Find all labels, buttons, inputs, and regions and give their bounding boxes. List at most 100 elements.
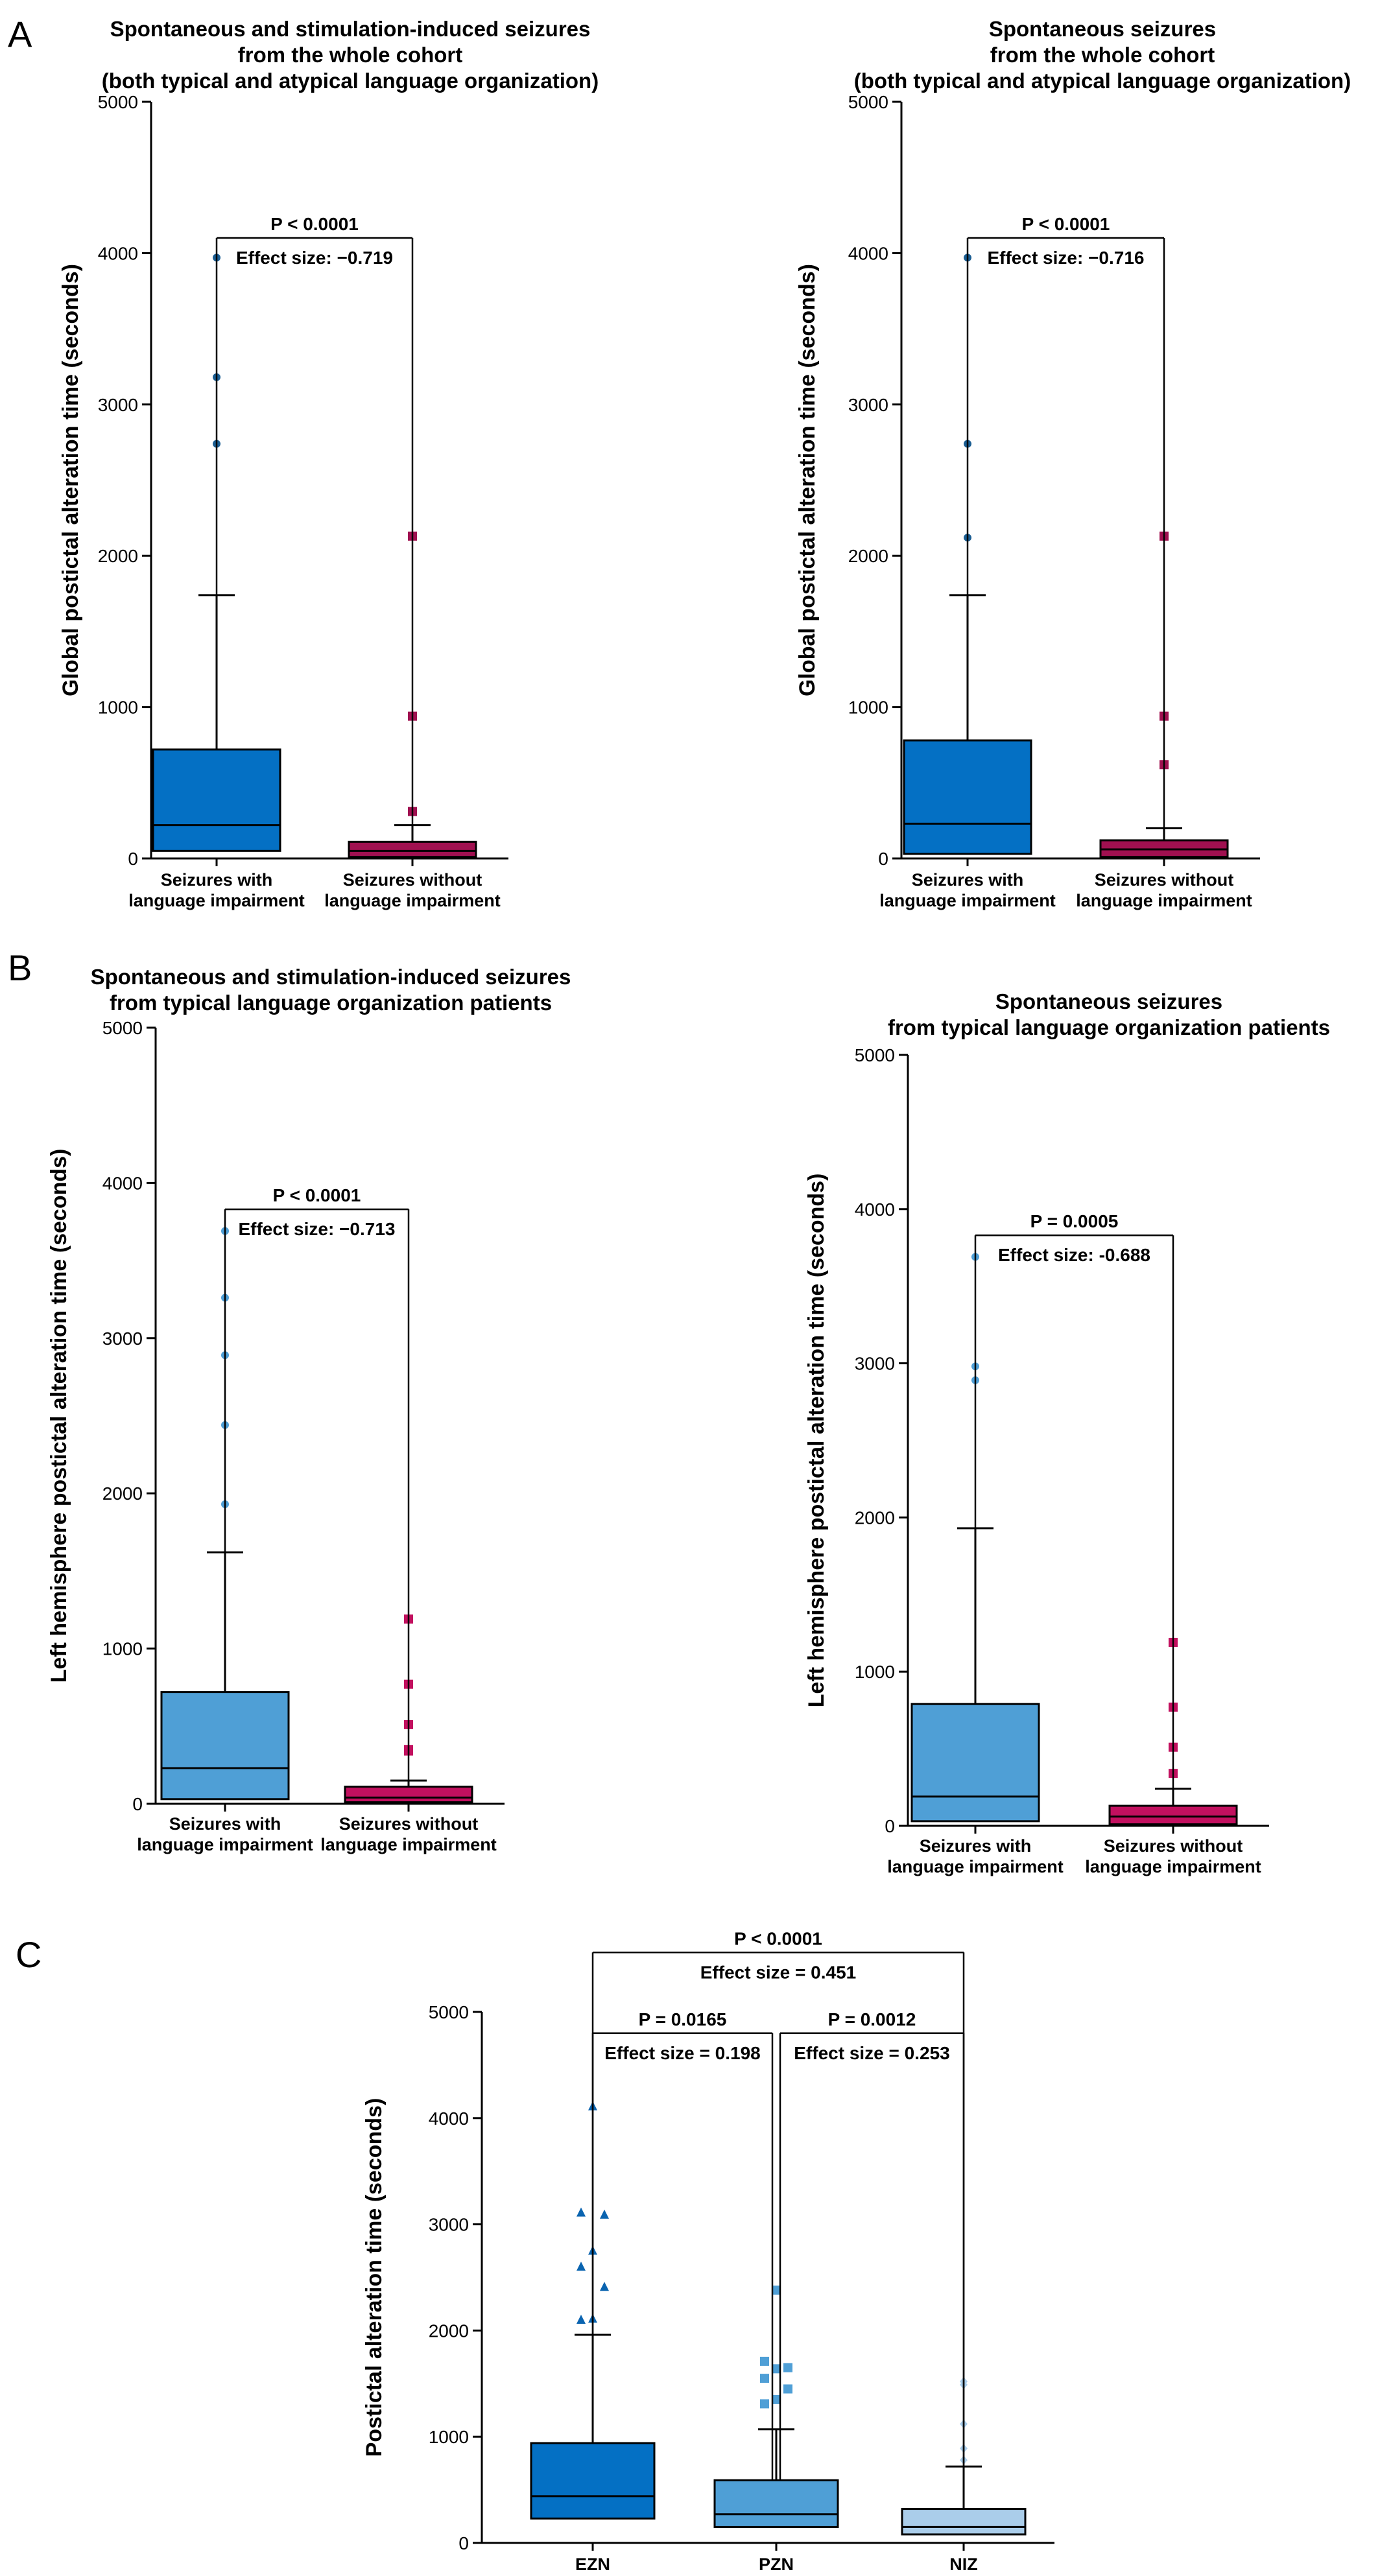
category-label: Seizures with bbox=[920, 1836, 1032, 1856]
y-tick-label: 4000 bbox=[855, 1199, 895, 1220]
y-tick-label: 5000 bbox=[855, 1045, 895, 1065]
outlier-point bbox=[772, 2394, 781, 2404]
panel-letter-a: A bbox=[8, 14, 32, 54]
y-tick-label: 1000 bbox=[848, 698, 888, 718]
y-tick-label: 0 bbox=[132, 1794, 143, 1814]
y-tick-label: 4000 bbox=[848, 243, 888, 263]
y-tick-label: 5000 bbox=[102, 1018, 143, 1038]
significance-bracket: P = 0.0005 Effect size: -0.688 bbox=[974, 1211, 1174, 1806]
category-label: language impairment bbox=[324, 891, 501, 910]
chart-title-line: (both typical and atypical language orga… bbox=[102, 69, 599, 93]
p-value-label: P < 0.0001 bbox=[734, 1928, 822, 1948]
panel-letter-b: B bbox=[8, 947, 32, 988]
chart-title-line: from the whole cohort bbox=[238, 43, 463, 67]
effect-size-label: Effect size: −0.719 bbox=[236, 248, 393, 268]
category-label: language impairment bbox=[887, 1857, 1064, 1876]
outlier-point bbox=[783, 2384, 792, 2394]
y-tick-label: 2000 bbox=[102, 1483, 143, 1504]
effect-size-label: Effect size = 0.198 bbox=[604, 2043, 760, 2063]
y-tick-label: 1000 bbox=[429, 2427, 469, 2447]
y-tick-label: 0 bbox=[878, 849, 888, 869]
p-value-label: P < 0.0001 bbox=[270, 214, 359, 234]
effect-size-label: Effect size = 0.253 bbox=[794, 2043, 949, 2063]
outlier-point bbox=[760, 2374, 769, 2383]
outlier-point bbox=[760, 2399, 769, 2409]
category-label: language impairment bbox=[879, 891, 1056, 910]
chart-title-line: Spontaneous seizures bbox=[989, 17, 1216, 41]
y-axis-label: Postictal alteration time (seconds) bbox=[362, 2098, 387, 2457]
category-label: Seizures without bbox=[1104, 1836, 1243, 1856]
p-value-label: P = 0.0012 bbox=[828, 2009, 916, 2029]
category-label: Seizures without bbox=[339, 1814, 479, 1834]
y-tick-label: 3000 bbox=[429, 2215, 469, 2235]
y-tick-label: 1000 bbox=[102, 1639, 143, 1659]
category-label: Seizures with bbox=[912, 870, 1024, 890]
box bbox=[160, 1691, 290, 1801]
y-tick-label: 1000 bbox=[98, 698, 138, 718]
outlier-point bbox=[577, 2207, 586, 2217]
y-tick-label: 3000 bbox=[98, 395, 138, 415]
category-label: EZN bbox=[575, 2555, 610, 2573]
p-value-label: P < 0.0001 bbox=[273, 1185, 361, 1205]
y-tick-label: 4000 bbox=[98, 243, 138, 263]
chart-c: 0 1000 2000 3000 4000 5000 Postictal alteratio… bbox=[362, 1928, 1054, 2574]
significance-bracket: P < 0.0001 Effect size: −0.713 bbox=[224, 1185, 410, 1787]
category-label: language impairment bbox=[128, 891, 305, 910]
y-tick-label: 3000 bbox=[855, 1354, 895, 1374]
p-value-label: P < 0.0001 bbox=[1022, 214, 1110, 234]
y-tick-label: 4000 bbox=[102, 1173, 143, 1193]
box bbox=[903, 739, 1032, 855]
y-tick-label: 0 bbox=[885, 1816, 895, 1836]
significance-bracket: P = 0.0165 Effect size = 0.198 bbox=[591, 2009, 774, 2481]
category-label: language impairment bbox=[1076, 891, 1252, 910]
y-axis-label: Global postictal alteration time (second… bbox=[58, 264, 83, 696]
category-label: Seizures without bbox=[343, 870, 482, 890]
chart-title-line: from typical language organization patie… bbox=[110, 991, 552, 1015]
y-tick-label: 3000 bbox=[102, 1329, 143, 1349]
category-label: language impairment bbox=[320, 1835, 497, 1854]
box bbox=[152, 748, 281, 852]
y-axis-label: Left hemisphere postictal alteration tim… bbox=[47, 1149, 71, 1683]
box bbox=[344, 1786, 473, 1804]
category-label: language impairment bbox=[137, 1835, 313, 1854]
y-axis-label: Left hemisphere postictal alteration tim… bbox=[804, 1174, 829, 1708]
y-tick-label: 2000 bbox=[98, 546, 138, 566]
outlier-point bbox=[577, 2262, 586, 2271]
effect-size-label: Effect size = 0.451 bbox=[700, 1962, 856, 1982]
chart-title-line: (both typical and atypical language orga… bbox=[854, 69, 1351, 93]
significance-bracket: P = 0.0012 Effect size = 0.253 bbox=[779, 2009, 965, 2509]
chart-title-line: from the whole cohort bbox=[990, 43, 1215, 67]
category-label: PZN bbox=[759, 2555, 794, 2573]
y-tick-label: 0 bbox=[458, 2533, 469, 2553]
p-value-label: P = 0.0005 bbox=[1030, 1211, 1119, 1231]
outlier-point bbox=[577, 2315, 586, 2324]
significance-bracket: P < 0.0001 Effect size: −0.716 bbox=[966, 214, 1165, 840]
significance-bracket: P < 0.0001 Effect size = 0.451 bbox=[591, 1928, 965, 2509]
y-tick-label: 2000 bbox=[855, 1507, 895, 1528]
chart-title-line: Spontaneous seizures bbox=[995, 989, 1222, 1013]
effect-size-label: Effect size: −0.713 bbox=[238, 1219, 395, 1239]
chart-b1: Spontaneous and stimulation-induced seiz… bbox=[47, 965, 571, 1854]
outlier-point bbox=[783, 2363, 792, 2372]
category-label: language impairment bbox=[1085, 1857, 1261, 1876]
chart-a1: Spontaneous and stimulation-induced seiz… bbox=[58, 17, 599, 910]
y-tick-label: 5000 bbox=[98, 92, 138, 112]
y-axis-label: Global postictal alteration time (second… bbox=[795, 264, 820, 696]
y-tick-label: 1000 bbox=[855, 1662, 895, 1682]
y-tick-label: 0 bbox=[128, 849, 138, 869]
effect-size-label: Effect size: -0.688 bbox=[998, 1245, 1150, 1265]
outlier-point bbox=[772, 2364, 781, 2374]
y-tick-label: 5000 bbox=[848, 92, 888, 112]
chart-title-line: Spontaneous and stimulation-induced seiz… bbox=[110, 17, 591, 41]
panel-letter-c: C bbox=[16, 1934, 42, 1975]
category-label: Seizures with bbox=[169, 1814, 281, 1834]
chart-title-line: from typical language organization patie… bbox=[888, 1015, 1330, 1039]
outlier-point bbox=[772, 2286, 781, 2295]
y-tick-label: 4000 bbox=[429, 2109, 469, 2129]
outlier-point bbox=[600, 2282, 609, 2291]
category-label: NIZ bbox=[949, 2555, 978, 2573]
